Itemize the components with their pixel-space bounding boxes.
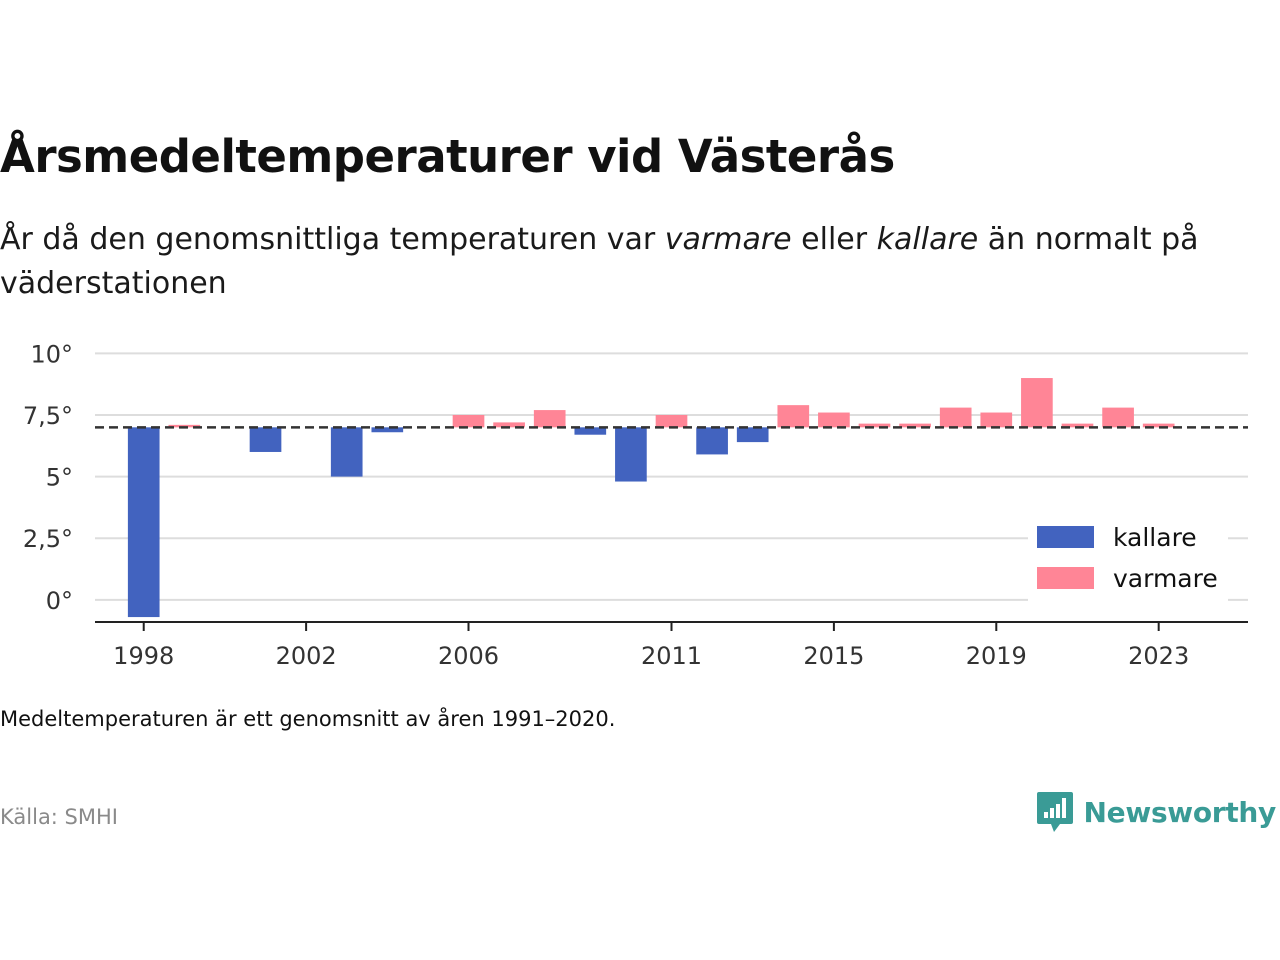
subtitle-text-3: än normalt på väderstationen (0, 222, 1199, 301)
y-tick-label: 5° (46, 464, 73, 492)
subtitle-warm-word: varmare (664, 222, 792, 257)
bar-2006 (452, 415, 485, 428)
subtitle-text-1: År då den genomsnittliga temperaturen va… (0, 222, 665, 257)
bar-2023 (1142, 423, 1175, 428)
bar-2015 (818, 412, 850, 428)
bar-2007 (493, 422, 525, 428)
x-tick-label: 1998 (113, 642, 174, 670)
chart-title: Årsmedeltemperaturer vid Västerås (0, 130, 895, 183)
x-tick-label: 2015 (803, 642, 864, 670)
bar-2020 (1021, 378, 1053, 428)
bar-2008 (533, 410, 566, 428)
y-tick-label: 7,5° (23, 402, 73, 430)
bar-2022 (1102, 407, 1134, 428)
legend-label-kallare: kallare (1113, 523, 1197, 552)
x-ticks: 1998 2002 2006 2011 2015 2019 2023 (113, 622, 1189, 670)
bar-2014 (777, 405, 810, 428)
bar-2013 (736, 427, 769, 443)
x-tick-label: 2019 (966, 642, 1027, 670)
bar-2010 (615, 427, 647, 482)
bar-2018 (939, 407, 972, 428)
bar-1998 (127, 427, 160, 618)
bar-2019 (980, 412, 1013, 428)
x-tick-label: 2002 (276, 642, 337, 670)
subtitle-cold-word: kallare (876, 222, 979, 257)
bar-2004 (371, 427, 404, 433)
bars (127, 378, 1175, 618)
y-tick-label: 0° (46, 587, 73, 615)
y-tick-label: 10° (30, 340, 73, 368)
subtitle-text-2: eller (791, 222, 877, 257)
newsworthy-logo-icon (1036, 792, 1073, 832)
legend-swatch-kallare (1037, 526, 1094, 548)
bar-2017 (899, 423, 931, 428)
y-tick-label: 2,5° (23, 525, 73, 553)
x-tick-label: 2011 (641, 642, 702, 670)
bar-2016 (858, 423, 891, 428)
bar-2012 (696, 427, 728, 455)
bar-2021 (1061, 423, 1094, 428)
bar-chart: 0° 2,5° 5° 7,5° 10° 1998 2002 2006 2011 2015 2019… (23, 340, 1248, 670)
bar-2001 (249, 427, 282, 452)
x-tick-label: 2023 (1128, 642, 1189, 670)
footnote: Medeltemperaturen är ett genomsnitt av å… (0, 707, 616, 731)
brand-logo: Newsworthy (1036, 790, 1276, 834)
legend-swatch-varmare (1037, 567, 1094, 589)
source-credit: Källa: SMHI (0, 805, 118, 829)
y-tick-labels: 0° 2,5° 5° 7,5° 10° (23, 340, 73, 614)
bar-2003 (330, 427, 363, 477)
chart-subtitle: År då den genomsnittliga temperaturen va… (0, 218, 1270, 306)
legend: kallare varmare (1028, 515, 1228, 601)
x-tick-label: 2006 (438, 642, 499, 670)
legend-label-varmare: varmare (1113, 564, 1218, 593)
bar-2011 (655, 415, 688, 428)
brand-name: Newsworthy (1083, 795, 1277, 829)
bar-2009 (574, 427, 607, 435)
